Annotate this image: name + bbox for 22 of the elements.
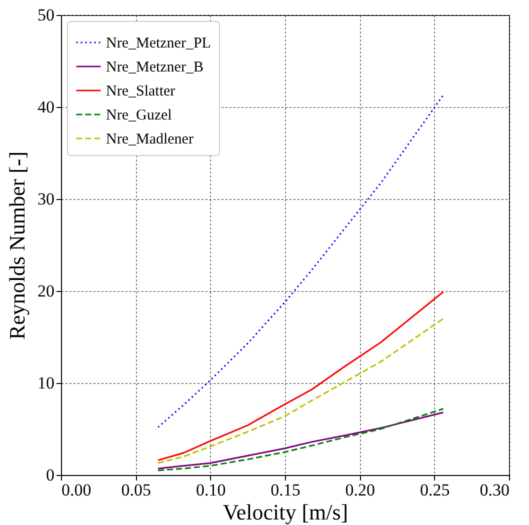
y-tick-label: 40 <box>38 98 54 116</box>
x-tick-label: 0.15 <box>270 480 300 500</box>
x-tick-label: 0.05 <box>121 480 152 500</box>
x-tick-label: 0.30 <box>480 480 510 500</box>
y-tick-label: 0 <box>46 466 54 484</box>
y-axis-title: Reynolds Number [-] <box>4 151 30 340</box>
y-tick-label: 30 <box>38 190 54 208</box>
y-tick-label: 50 <box>38 6 54 24</box>
x-axis-title: Velocity [m/s] <box>222 500 348 524</box>
legend-label: Nre_Guzel <box>106 108 172 124</box>
x-tick-label: 0.00 <box>62 480 92 500</box>
legend-label: Nre_Metzner_B <box>106 60 204 76</box>
legend-label: Nre_Madlener <box>106 132 194 148</box>
legend-label: Nre_Slatter <box>106 84 176 100</box>
x-tick-label: 0.25 <box>420 480 450 500</box>
y-tick-label: 20 <box>38 282 54 300</box>
y-tick-label: 10 <box>38 374 54 392</box>
x-tick-label: 0.20 <box>345 480 376 500</box>
line-series <box>157 318 444 464</box>
line-series <box>157 291 444 462</box>
legend-label: Nre_Metzner_PL <box>106 36 211 52</box>
x-tick-label: 0.10 <box>196 480 226 500</box>
